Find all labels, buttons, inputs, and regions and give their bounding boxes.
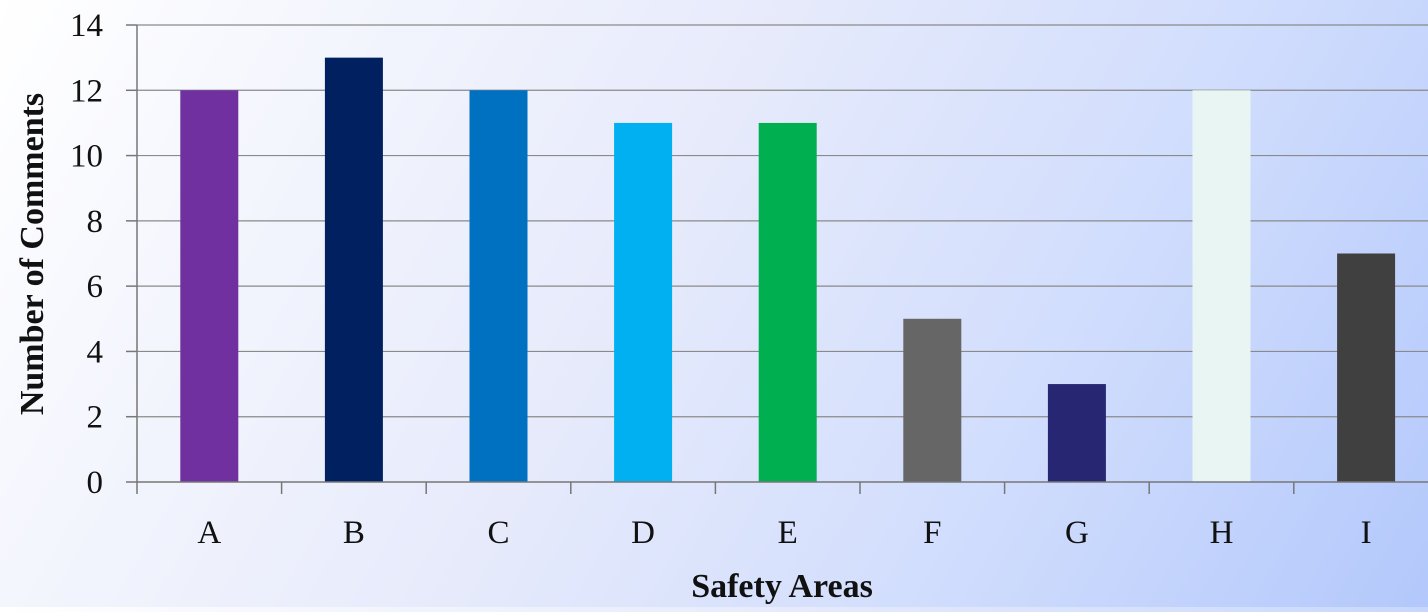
bar-f xyxy=(903,318,962,482)
x-tick-label: B xyxy=(343,515,365,551)
bar-c xyxy=(469,90,528,483)
y-tick-labels: 0 2 4 6 8 10 12 14 xyxy=(70,8,103,501)
y-tick-label: 4 xyxy=(87,334,104,370)
bar-i xyxy=(1337,253,1396,482)
x-tick-label: I xyxy=(1361,515,1372,551)
y-tick-label: 6 xyxy=(87,269,104,305)
x-tick-labels: A B C D E F G H I xyxy=(197,515,1371,551)
x-tick-label: H xyxy=(1210,515,1234,551)
x-tick-label: G xyxy=(1065,515,1089,551)
bar-a xyxy=(180,90,239,483)
bars xyxy=(180,57,1396,483)
y-axis-title: Number of Comments xyxy=(14,93,51,415)
x-tick-label: A xyxy=(197,515,221,551)
bar-g xyxy=(1047,384,1106,482)
bar-h xyxy=(1192,90,1251,483)
y-tick-label: 8 xyxy=(87,204,104,240)
x-tick-label: E xyxy=(778,515,798,551)
bar-e xyxy=(758,122,817,482)
y-tick-label: 0 xyxy=(87,465,104,501)
x-axis-title: Safety Areas xyxy=(691,568,873,605)
y-tick-label: 10 xyxy=(70,139,103,175)
x-tick-label: C xyxy=(487,515,509,551)
y-tick-label: 12 xyxy=(70,73,103,109)
x-tick-label: F xyxy=(923,515,941,551)
bar-d xyxy=(614,122,673,482)
y-tick-label: 14 xyxy=(70,8,103,44)
axes xyxy=(126,24,1428,494)
x-tick-label: D xyxy=(631,515,655,551)
bar-b xyxy=(324,57,383,483)
y-tick-label: 2 xyxy=(87,400,104,436)
